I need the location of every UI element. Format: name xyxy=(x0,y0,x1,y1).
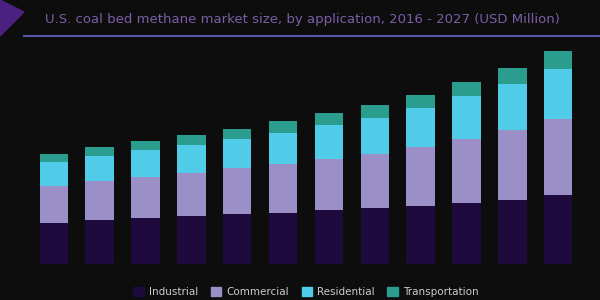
Bar xyxy=(498,200,527,264)
Bar xyxy=(131,177,160,218)
Bar xyxy=(498,84,527,130)
Bar xyxy=(40,154,68,162)
Bar xyxy=(40,162,68,186)
Bar xyxy=(177,145,206,172)
Bar xyxy=(315,159,343,211)
Text: U.S. coal bed methane market size, by application, 2016 - 2027 (USD Million): U.S. coal bed methane market size, by ap… xyxy=(45,13,560,26)
Bar xyxy=(223,168,251,214)
Bar xyxy=(452,203,481,264)
Bar xyxy=(131,150,160,177)
Bar xyxy=(269,164,297,213)
Bar xyxy=(269,121,297,133)
Bar xyxy=(361,154,389,208)
Bar xyxy=(85,156,114,181)
Bar xyxy=(269,133,297,164)
Bar xyxy=(315,125,343,159)
Bar xyxy=(85,181,114,220)
Bar xyxy=(85,220,114,264)
Bar xyxy=(361,118,389,154)
Bar xyxy=(361,105,389,118)
Bar xyxy=(544,69,572,119)
Bar xyxy=(177,172,206,216)
Bar xyxy=(452,139,481,203)
Bar xyxy=(40,223,68,264)
Bar xyxy=(406,147,435,206)
Legend: Industrial, Commercial, Residential, Transportation: Industrial, Commercial, Residential, Tra… xyxy=(129,283,483,300)
Bar xyxy=(406,206,435,264)
Bar xyxy=(40,186,68,223)
Bar xyxy=(452,96,481,139)
Bar xyxy=(406,95,435,108)
Bar xyxy=(177,216,206,264)
Bar xyxy=(544,195,572,264)
Bar xyxy=(452,82,481,96)
Bar xyxy=(131,141,160,150)
Bar xyxy=(177,135,206,145)
Bar xyxy=(544,119,572,195)
Bar xyxy=(85,147,114,156)
Bar xyxy=(131,218,160,264)
Bar xyxy=(223,139,251,168)
Bar xyxy=(361,208,389,264)
Bar xyxy=(223,129,251,139)
Bar xyxy=(269,213,297,264)
Bar xyxy=(406,108,435,147)
Bar xyxy=(315,211,343,264)
Bar xyxy=(315,113,343,125)
Bar xyxy=(498,130,527,200)
Bar xyxy=(498,68,527,84)
Bar xyxy=(223,214,251,264)
Bar xyxy=(544,51,572,69)
